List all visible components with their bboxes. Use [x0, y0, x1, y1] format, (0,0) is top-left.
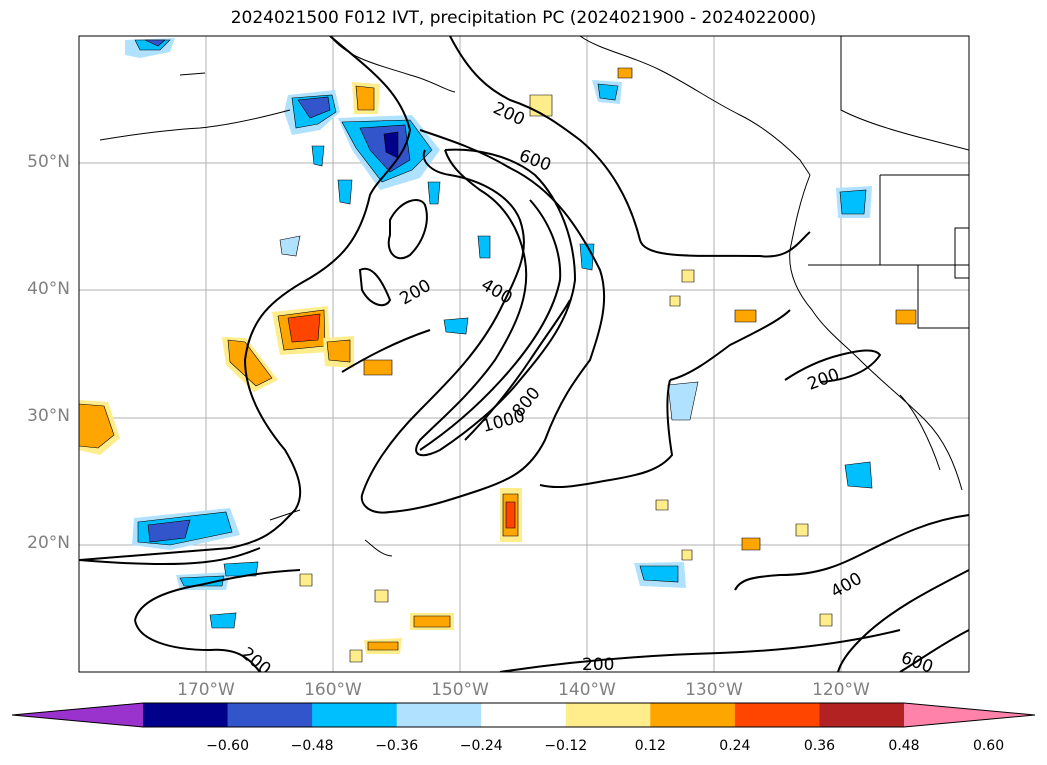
- colorbar-box: [734, 703, 820, 727]
- lon-label: 140°W: [558, 680, 616, 700]
- lat-label: 20°N: [27, 533, 70, 553]
- colorbar-box: [565, 703, 651, 727]
- colorbar-tick-label: −0.12: [544, 738, 588, 754]
- colorbar-box: [819, 703, 905, 727]
- lat-label: 40°N: [27, 279, 70, 299]
- colorbar-tick-label: 0.60: [972, 738, 1005, 754]
- lon-label: 170°W: [177, 680, 235, 700]
- colorbar-tick-label: 0.48: [888, 738, 920, 754]
- colorbar-tick-label: 0.24: [719, 738, 751, 754]
- lon-label: 120°W: [812, 680, 870, 700]
- colorbar-box: [143, 703, 229, 727]
- colorbar-extend-max: [904, 703, 1035, 727]
- lon-label: 150°W: [431, 680, 489, 700]
- precip-anomaly-shading: [79, 38, 917, 663]
- lat-label: 30°N: [27, 406, 70, 426]
- colorbar-extend-min: [12, 703, 143, 727]
- colorbar-box: [396, 703, 482, 727]
- colorbar-box: [481, 703, 567, 727]
- lon-label: 160°W: [304, 680, 362, 700]
- colorbar-tick-label: 0.12: [634, 738, 666, 754]
- colorbar-tick-label: −0.24: [459, 738, 503, 754]
- lon-label: 130°W: [685, 680, 743, 700]
- colorbar-tick-label: −0.48: [290, 738, 334, 754]
- colorbar-tick-label: 0.36: [803, 738, 836, 754]
- map-panel: 200 600 200 400 1000 800 200 400 600 200…: [78, 35, 970, 675]
- lat-label: 50°N: [27, 152, 70, 172]
- map-title: 2024021500 F012 IVT, precipitation PC (2…: [230, 8, 817, 28]
- colorbar-box: [312, 703, 398, 727]
- map-frame: [78, 35, 970, 673]
- colorbar-box: [650, 703, 736, 727]
- colorbar-tick-label: −0.36: [375, 738, 419, 754]
- colorbar-box: [227, 703, 313, 727]
- ivt-contours: [79, 36, 969, 672]
- contour-label: 200: [582, 655, 614, 675]
- colorbar-tick-label: −0.60: [206, 738, 249, 754]
